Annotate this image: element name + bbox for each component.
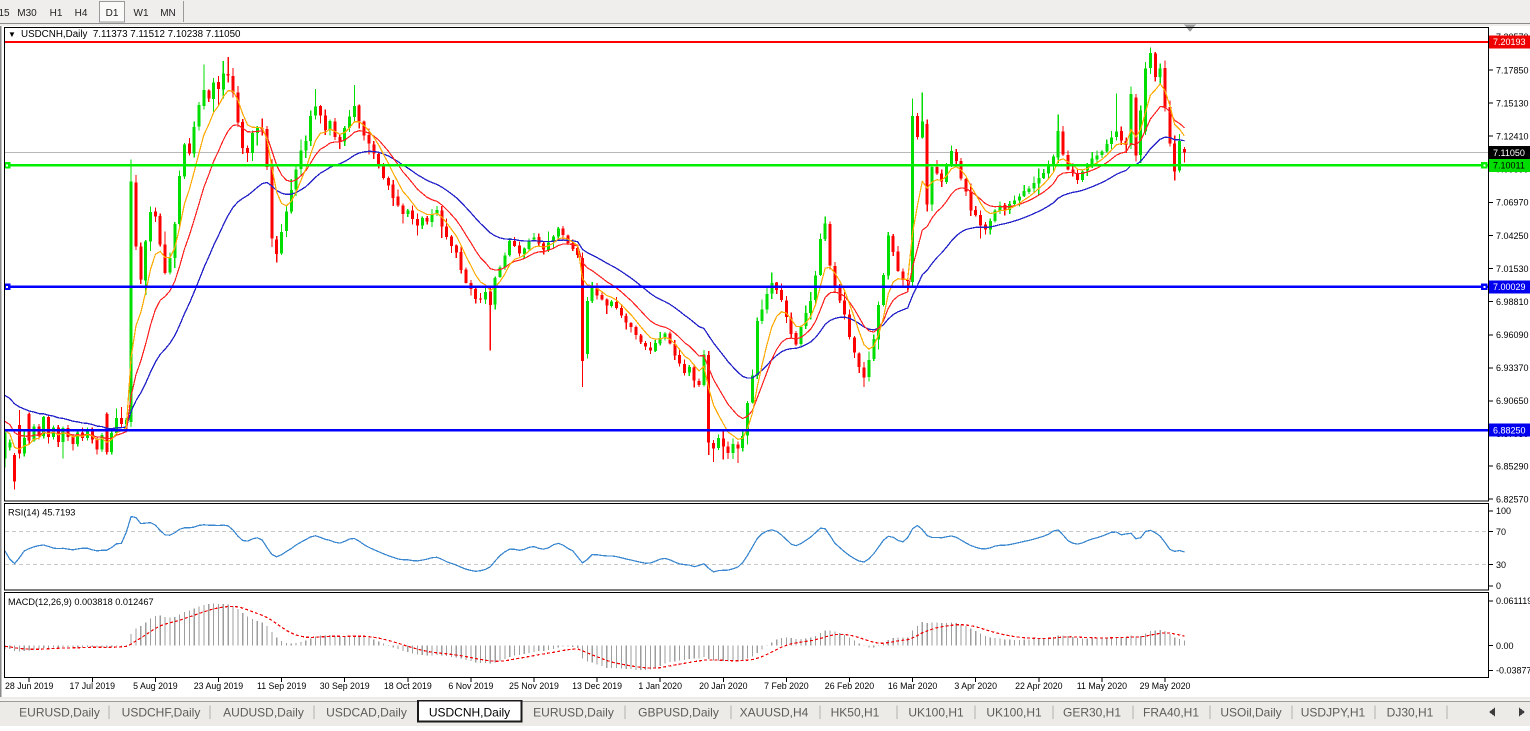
svg-text:22 Apr 2020: 22 Apr 2020: [1015, 681, 1063, 691]
svg-text:15: 15: [0, 8, 10, 19]
svg-text:H1: H1: [50, 8, 63, 19]
svg-text:7.12410: 7.12410: [1496, 131, 1529, 141]
svg-text:7.04250: 7.04250: [1496, 231, 1529, 241]
svg-text:7.10011: 7.10011: [1493, 161, 1525, 171]
svg-text:28 Jun 2019: 28 Jun 2019: [5, 681, 54, 691]
svg-text:7.00029: 7.00029: [1493, 282, 1526, 292]
svg-text:EURUSD,Daily: EURUSD,Daily: [19, 706, 100, 720]
svg-text:7.01530: 7.01530: [1496, 264, 1529, 274]
svg-text:13 Dec 2019: 13 Dec 2019: [572, 681, 622, 691]
svg-text:26 Feb 2020: 26 Feb 2020: [825, 681, 875, 691]
svg-text:USDJPY,H1: USDJPY,H1: [1301, 706, 1366, 720]
svg-text:6 Nov 2019: 6 Nov 2019: [448, 681, 493, 691]
svg-text:D1: D1: [106, 8, 119, 19]
svg-text:11 Sep 2019: 11 Sep 2019: [257, 681, 306, 691]
svg-text:6.90650: 6.90650: [1496, 396, 1529, 406]
svg-text:H4: H4: [75, 8, 88, 19]
svg-text:29 May 2020: 29 May 2020: [1140, 681, 1191, 691]
svg-text:EURUSD,Daily: EURUSD,Daily: [533, 706, 614, 720]
svg-text:7 Feb 2020: 7 Feb 2020: [764, 681, 809, 691]
svg-text:30 Sep 2019: 30 Sep 2019: [320, 681, 370, 691]
svg-text:11 May 2020: 11 May 2020: [1077, 681, 1127, 691]
svg-text:MN: MN: [160, 8, 176, 19]
svg-text:UK100,H1: UK100,H1: [986, 706, 1042, 720]
svg-text:USDCNH,Daily: USDCNH,Daily: [429, 706, 510, 720]
svg-text:6.82570: 6.82570: [1496, 494, 1529, 504]
svg-text:W1: W1: [134, 8, 149, 19]
svg-text:7.11050: 7.11050: [1493, 148, 1525, 158]
svg-text:7.17850: 7.17850: [1496, 65, 1529, 75]
svg-text:0: 0: [1496, 581, 1501, 591]
svg-text:6.88250: 6.88250: [1493, 425, 1526, 435]
svg-text:70: 70: [1496, 527, 1506, 537]
svg-text:1 Jan 2020: 1 Jan 2020: [638, 681, 682, 691]
svg-text:17 Jul 2019: 17 Jul 2019: [70, 681, 116, 691]
svg-text:UK100,H1: UK100,H1: [908, 706, 964, 720]
svg-text:MACD(12,26,9) 0.003818 0.01246: MACD(12,26,9) 0.003818 0.012467: [8, 597, 154, 607]
svg-text:18 Oct 2019: 18 Oct 2019: [384, 681, 432, 691]
svg-text:6.93370: 6.93370: [1496, 363, 1529, 373]
svg-text:6.98810: 6.98810: [1496, 297, 1529, 307]
svg-text:M30: M30: [17, 8, 37, 19]
svg-text:7.15130: 7.15130: [1496, 98, 1529, 108]
svg-text:AUDUSD,Daily: AUDUSD,Daily: [223, 706, 304, 720]
svg-text:0.061119: 0.061119: [1496, 596, 1530, 606]
svg-text:0.00: 0.00: [1496, 641, 1514, 651]
svg-text:GER30,H1: GER30,H1: [1063, 706, 1121, 720]
svg-text:23 Aug 2019: 23 Aug 2019: [194, 681, 244, 691]
svg-text:▼: ▼: [8, 30, 16, 39]
svg-text:7.06970: 7.06970: [1496, 198, 1529, 208]
svg-text:100: 100: [1496, 506, 1511, 516]
svg-text:USDCAD,Daily: USDCAD,Daily: [326, 706, 407, 720]
svg-text:-0.038777: -0.038777: [1496, 666, 1530, 676]
svg-text:25 Nov 2019: 25 Nov 2019: [509, 681, 559, 691]
svg-text:30: 30: [1496, 560, 1506, 570]
svg-text:3 Apr 2020: 3 Apr 2020: [954, 681, 997, 691]
svg-text:USOil,Daily: USOil,Daily: [1220, 706, 1281, 720]
svg-text:16 Mar 2020: 16 Mar 2020: [888, 681, 937, 691]
svg-text:7.20193: 7.20193: [1493, 37, 1526, 47]
svg-text:FRA40,H1: FRA40,H1: [1143, 706, 1199, 720]
svg-text:USDCNH,Daily 7.11373 7.11512: USDCNH,Daily 7.11373 7.11512 7.10238 7.1…: [21, 29, 241, 40]
svg-text:RSI(14) 45.7193: RSI(14) 45.7193: [8, 508, 75, 518]
svg-text:USDCHF,Daily: USDCHF,Daily: [122, 706, 201, 720]
svg-text:20 Jan 2020: 20 Jan 2020: [699, 681, 748, 691]
svg-text:GBPUSD,Daily: GBPUSD,Daily: [638, 706, 719, 720]
svg-text:5 Aug 2019: 5 Aug 2019: [133, 681, 178, 691]
svg-text:6.96090: 6.96090: [1496, 330, 1529, 340]
svg-text:6.85290: 6.85290: [1496, 461, 1529, 471]
svg-text:HK50,H1: HK50,H1: [831, 706, 880, 720]
svg-text:DJ30,H1: DJ30,H1: [1387, 706, 1434, 720]
svg-text:XAUUSD,H4: XAUUSD,H4: [740, 706, 809, 720]
